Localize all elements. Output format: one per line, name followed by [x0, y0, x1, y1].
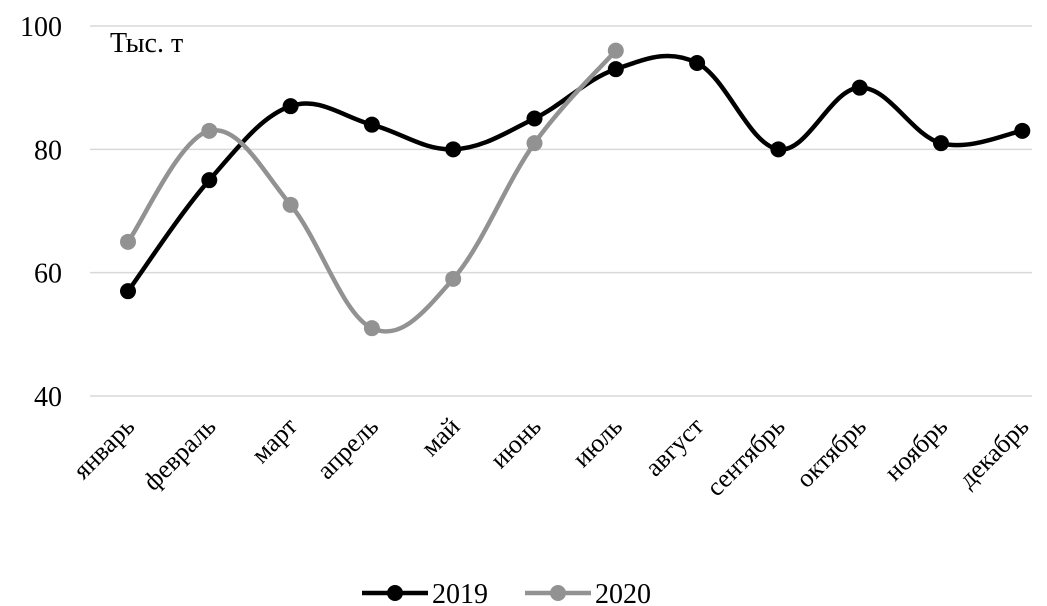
series-2020: [120, 42, 624, 337]
data-point: [363, 116, 380, 133]
data-point: [933, 135, 949, 152]
x-category-label: июль: [567, 412, 628, 473]
legend-label: 2019: [432, 579, 488, 606]
data-point: [689, 55, 706, 71]
x-category-label: сентябрь: [701, 412, 791, 502]
y-tick-label: 40: [34, 382, 62, 413]
data-point: [201, 172, 218, 189]
x-category-label: декабрь: [953, 412, 1035, 494]
legend-item: 2020: [525, 579, 651, 606]
data-point: [120, 233, 136, 250]
data-point: [851, 79, 868, 96]
legend-item: 2019: [362, 579, 488, 606]
y-tick-label: 80: [34, 135, 62, 166]
data-point: [770, 141, 787, 158]
data-point: [363, 320, 380, 337]
x-category-label: август: [639, 412, 709, 482]
data-point: [445, 270, 462, 287]
x-category-label: январь: [67, 412, 140, 485]
x-category-label: март: [246, 412, 303, 469]
y-tick-label: 100: [20, 12, 62, 43]
gridlines: [90, 25, 1032, 397]
data-point: [607, 42, 624, 59]
legend: 2019 2020: [362, 579, 651, 606]
x-category-label: ноябрь: [879, 412, 954, 487]
y-axis-ticks: 40 60 80 100: [20, 12, 62, 413]
x-category-label: апрель: [311, 412, 384, 485]
legend-label: 2020: [595, 579, 651, 606]
legend-marker-icon: [387, 585, 403, 601]
data-point: [1014, 122, 1031, 139]
y-tick-label: 60: [34, 259, 62, 290]
legend-marker-icon: [550, 585, 566, 601]
x-category-label: октябрь: [790, 412, 872, 494]
data-point: [120, 283, 136, 300]
data-point: [526, 135, 543, 152]
data-point: [526, 110, 543, 127]
data-point: [607, 61, 624, 78]
x-category-label: февраль: [137, 412, 221, 496]
data-point: [282, 98, 299, 115]
data-point: [201, 122, 218, 139]
y-unit-label: Тыс. т: [110, 28, 183, 59]
series-group: [120, 42, 1031, 337]
x-category-label: июнь: [484, 412, 546, 474]
data-point: [445, 141, 462, 158]
x-category-label: май: [415, 412, 465, 462]
data-point: [282, 196, 299, 213]
